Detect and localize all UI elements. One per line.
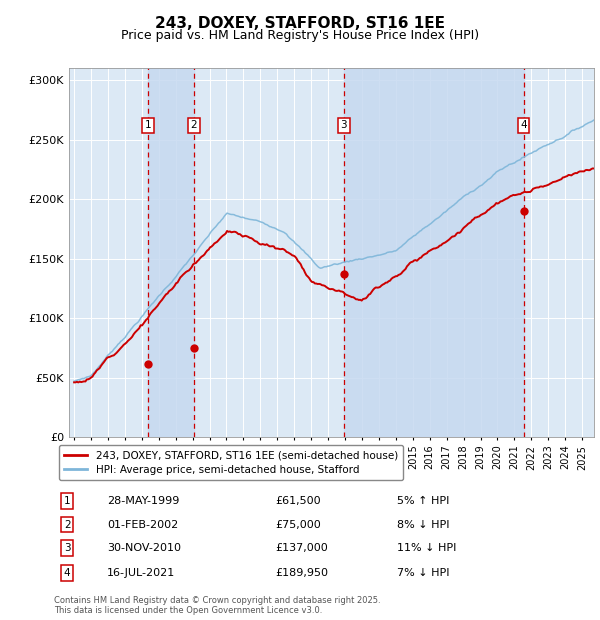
Text: 1: 1	[64, 496, 71, 506]
Text: 2: 2	[191, 120, 197, 130]
Text: 7% ↓ HPI: 7% ↓ HPI	[397, 567, 450, 578]
Text: 2: 2	[64, 520, 71, 529]
Text: 3: 3	[64, 543, 71, 553]
Text: 16-JUL-2021: 16-JUL-2021	[107, 567, 175, 578]
Bar	[344, 68, 524, 437]
Text: 5% ↑ HPI: 5% ↑ HPI	[397, 496, 449, 506]
Text: 243, DOXEY, STAFFORD, ST16 1EE: 243, DOXEY, STAFFORD, ST16 1EE	[155, 16, 445, 30]
Text: 28-MAY-1999: 28-MAY-1999	[107, 496, 179, 506]
Text: £75,000: £75,000	[276, 520, 322, 529]
Text: 3: 3	[340, 120, 347, 130]
Legend: 243, DOXEY, STAFFORD, ST16 1EE (semi-detached house), HPI: Average price, semi-d: 243, DOXEY, STAFFORD, ST16 1EE (semi-det…	[59, 445, 403, 480]
Text: 4: 4	[64, 567, 71, 578]
Text: Contains HM Land Registry data © Crown copyright and database right 2025.
This d: Contains HM Land Registry data © Crown c…	[54, 596, 380, 615]
Text: 4: 4	[520, 120, 527, 130]
Bar	[148, 68, 194, 437]
Text: Price paid vs. HM Land Registry's House Price Index (HPI): Price paid vs. HM Land Registry's House …	[121, 29, 479, 42]
Text: £137,000: £137,000	[276, 543, 329, 553]
Text: £189,950: £189,950	[276, 567, 329, 578]
Text: 11% ↓ HPI: 11% ↓ HPI	[397, 543, 457, 553]
Text: £61,500: £61,500	[276, 496, 322, 506]
Text: 01-FEB-2002: 01-FEB-2002	[107, 520, 178, 529]
Text: 8% ↓ HPI: 8% ↓ HPI	[397, 520, 450, 529]
Text: 30-NOV-2010: 30-NOV-2010	[107, 543, 181, 553]
Text: 1: 1	[145, 120, 152, 130]
